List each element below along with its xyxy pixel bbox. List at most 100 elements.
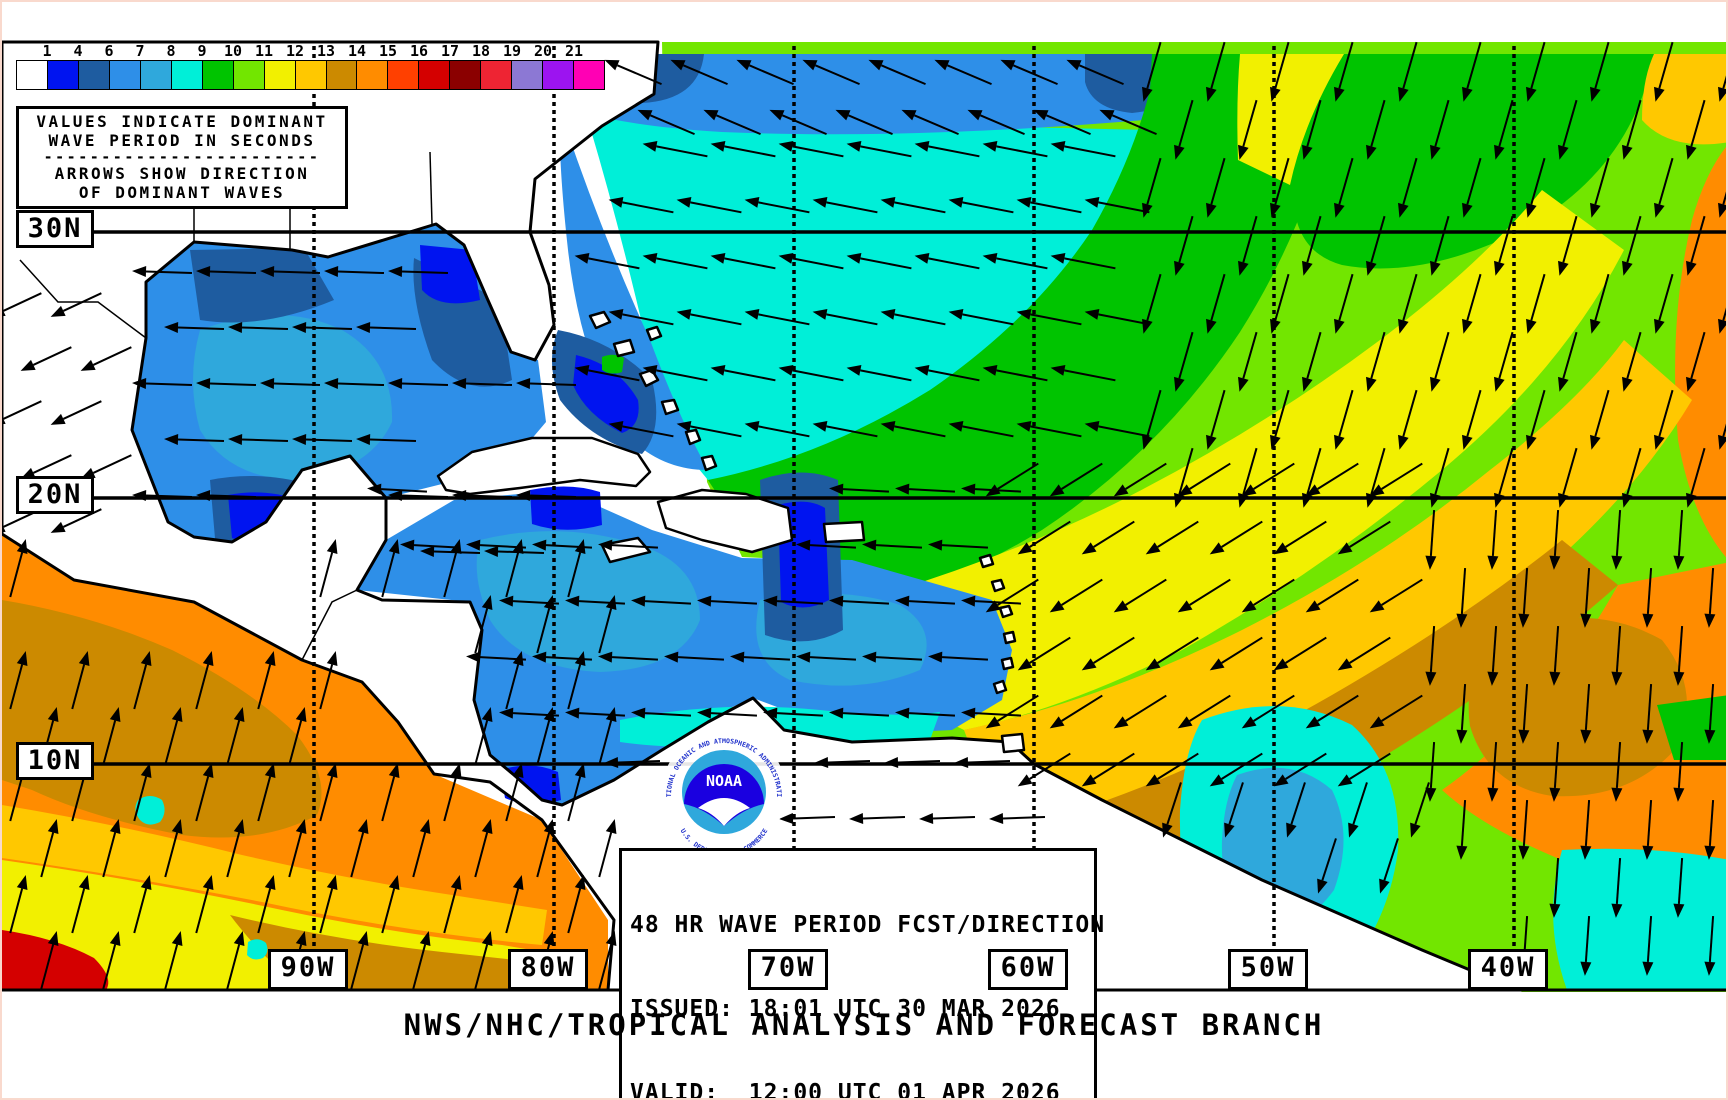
wave-arrow-shaft <box>996 369 1048 382</box>
colorbar-tick-7: 7 <box>135 42 145 60</box>
wave-arrow-head <box>1673 787 1685 802</box>
colorbar-swatch-orange <box>357 61 389 89</box>
wave-arrow-shaft <box>505 664 520 710</box>
wave-arrow-shaft <box>145 494 193 499</box>
wave-arrow-head <box>1270 202 1281 218</box>
wave-arrow-shaft <box>505 552 520 598</box>
wave-arrow-head <box>1066 59 1082 71</box>
wave-arrow-shaft <box>1061 578 1103 606</box>
wave-arrow-head <box>779 812 794 824</box>
wave-arrow-head <box>1654 202 1665 218</box>
colorbar-tick-11: 11 <box>254 42 274 60</box>
wave-arrow-shaft <box>288 832 303 878</box>
wave-arrow-head <box>1016 308 1032 320</box>
wave-arrow-shaft <box>814 64 860 86</box>
wave-arrow-head <box>499 707 514 719</box>
wave-arrow-shaft <box>974 712 1022 717</box>
border-state-2 <box>429 151 433 225</box>
wave-arrow-head <box>697 707 712 719</box>
wave-arrow-shaft <box>177 326 225 331</box>
wave-arrow-shaft <box>656 257 708 270</box>
region-pac-gold <box>2 805 547 945</box>
wave-arrow-shaft <box>1658 157 1674 205</box>
wave-arrow-head <box>481 931 493 946</box>
wave-arrow-head <box>1016 420 1032 432</box>
wave-arrow-shaft <box>1146 41 1162 89</box>
wave-arrow-head <box>1084 196 1100 208</box>
wave-arrow-head <box>1273 774 1289 787</box>
wave-arrow-shaft <box>1498 447 1514 495</box>
wave-direction-arrows <box>2 41 1726 990</box>
wave-arrow-shaft <box>1553 742 1560 789</box>
wave-arrow-shaft <box>474 720 489 766</box>
island-antilles-3 <box>998 604 1014 619</box>
wave-arrow-shaft <box>9 888 24 934</box>
wave-arrow-shaft <box>842 712 890 717</box>
wave-arrow-shaft <box>1381 462 1423 490</box>
wave-arrow-shaft <box>92 346 132 366</box>
wave-arrow-head <box>598 651 613 663</box>
wave-arrow-shaft <box>1146 157 1162 205</box>
wave-arrow-head <box>1241 600 1257 613</box>
wave-arrow-shaft <box>102 944 117 990</box>
wave-arrow-head <box>202 875 214 890</box>
wave-arrow-head <box>388 489 403 501</box>
wave-arrow-head <box>812 308 828 320</box>
wave-arrow-shaft <box>1210 157 1226 205</box>
wave-arrow-head <box>1302 144 1313 160</box>
wave-arrow-shaft <box>598 944 613 990</box>
wave-arrow-shaft <box>1646 800 1653 847</box>
latitude-label-20N: 20N <box>16 476 94 514</box>
wave-arrow-shaft <box>847 114 893 136</box>
wave-arrow-shaft <box>1522 684 1529 731</box>
wave-arrow-head <box>16 651 28 666</box>
wave-arrow-shaft <box>932 816 976 820</box>
wave-arrow-shaft <box>9 664 24 710</box>
wave-arrow-head <box>1017 542 1033 555</box>
wave-arrow-shaft <box>1584 568 1591 615</box>
wave-arrow-shaft <box>257 776 272 822</box>
wave-arrow-head <box>1270 318 1281 334</box>
wave-arrow-head <box>730 651 745 663</box>
wave-arrow-head <box>1526 318 1537 334</box>
colorbar-swatch-teal <box>140 61 172 89</box>
wave-arrow-shaft <box>1708 800 1715 847</box>
wave-arrow-head <box>1081 542 1097 555</box>
wave-arrow-head <box>512 539 524 554</box>
wave-arrow-head <box>919 812 934 824</box>
wave-arrow-head <box>50 305 66 317</box>
wave-arrow-shaft <box>758 201 810 214</box>
wave-arrow-shaft <box>195 776 210 822</box>
wave-arrow-shaft <box>1274 157 1290 205</box>
wave-arrow-head <box>1241 716 1257 729</box>
wave-arrow-shaft <box>1402 273 1418 321</box>
wave-arrow-head <box>961 595 976 607</box>
wave-arrow-shaft <box>273 382 321 387</box>
wave-arrow-head <box>164 321 179 333</box>
wave-arrow-head <box>961 483 976 495</box>
wave-arrow-head <box>880 308 896 320</box>
wave-arrow-head <box>1050 364 1066 376</box>
wave-arrow-shaft <box>1352 782 1368 825</box>
region-bahama-green <box>602 354 624 374</box>
wave-arrow-head <box>1398 434 1409 450</box>
wave-arrow-shaft <box>1321 838 1337 881</box>
wave-arrow-head <box>1398 86 1409 102</box>
wave-arrow-head <box>605 595 617 610</box>
wave-arrow-shaft <box>1221 520 1263 548</box>
wave-arrow-head <box>1145 774 1161 787</box>
wave-arrow-shaft <box>997 462 1039 490</box>
wave-arrow-shaft <box>209 270 257 275</box>
wave-arrow-shaft <box>1189 694 1231 722</box>
wave-arrow-shaft <box>908 712 956 717</box>
wave-arrow-head <box>763 595 778 607</box>
wave-arrow-shaft <box>1061 694 1103 722</box>
wave-arrow-head <box>1518 845 1530 860</box>
wave-arrow-shaft <box>1708 916 1715 963</box>
wave-arrow-head <box>1033 109 1049 121</box>
wave-arrow-shaft <box>71 888 86 934</box>
wave-arrow-shaft <box>792 257 844 270</box>
wave-arrow-head <box>1113 484 1129 497</box>
wave-arrow-head <box>574 875 586 890</box>
wave-arrow-shaft <box>505 776 520 822</box>
